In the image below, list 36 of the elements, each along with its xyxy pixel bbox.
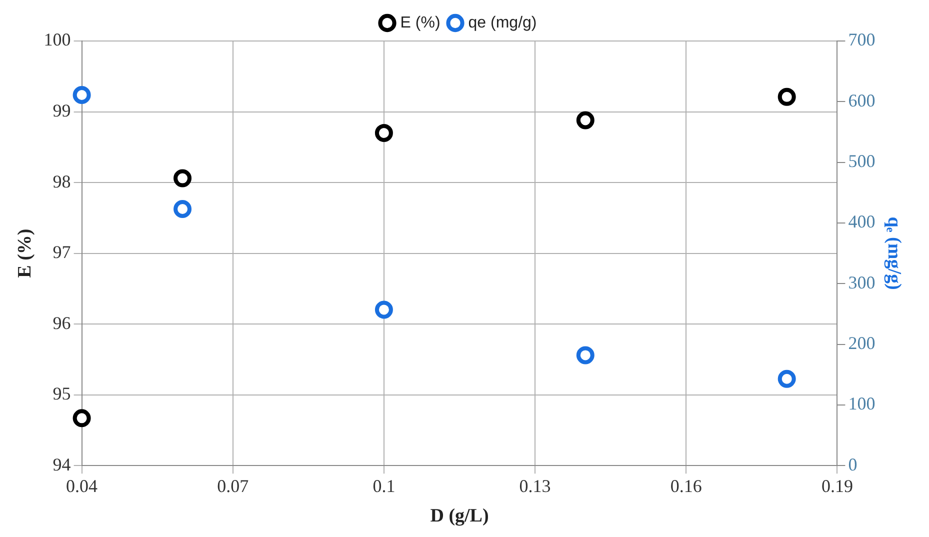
point [576, 346, 594, 364]
y2-axis-title: qₑ (mg/g) [884, 216, 905, 290]
point [72, 409, 91, 428]
legend-label: qe (mg/g) [468, 14, 537, 32]
point [576, 111, 594, 130]
y2-tick-label: 400 [848, 212, 876, 232]
x-axis-title: D (g/L) [430, 506, 489, 527]
x-tick-label: 0.04 [66, 476, 98, 496]
point [72, 86, 91, 104]
point [374, 124, 393, 142]
y2-tick-label: 100 [848, 394, 876, 414]
point [174, 169, 192, 188]
y2-tick-label: 600 [848, 90, 876, 110]
point [778, 88, 796, 106]
y-tick-label: 98 [52, 171, 71, 192]
y2-tick-label: 500 [848, 151, 876, 172]
y-tick-label: 100 [44, 30, 71, 50]
y-tick-label: 99 [52, 100, 71, 120]
point [778, 370, 796, 388]
y-axis-title: E (%) [14, 228, 36, 278]
y-tick-label: 96 [52, 312, 71, 333]
x-tick-label: 0.13 [519, 476, 551, 496]
y2-tick-label: 700 [848, 30, 876, 50]
legend-label: E (%) [400, 14, 440, 32]
y-tick-label: 97 [52, 242, 71, 262]
point [174, 200, 192, 218]
x-tick-label: 0.19 [821, 476, 853, 496]
y2-tick-label: 0 [848, 454, 858, 474]
x-tick-label: 0.1 [372, 476, 396, 496]
x-tick-label: 0.16 [670, 476, 702, 496]
point [374, 300, 393, 319]
y2-tick-label: 300 [848, 272, 876, 292]
x-tick-label: 0.07 [217, 476, 249, 496]
y-tick-label: 94 [52, 454, 71, 474]
y-tick-label: 95 [52, 384, 71, 404]
y2-tick-label: 200 [848, 333, 876, 354]
